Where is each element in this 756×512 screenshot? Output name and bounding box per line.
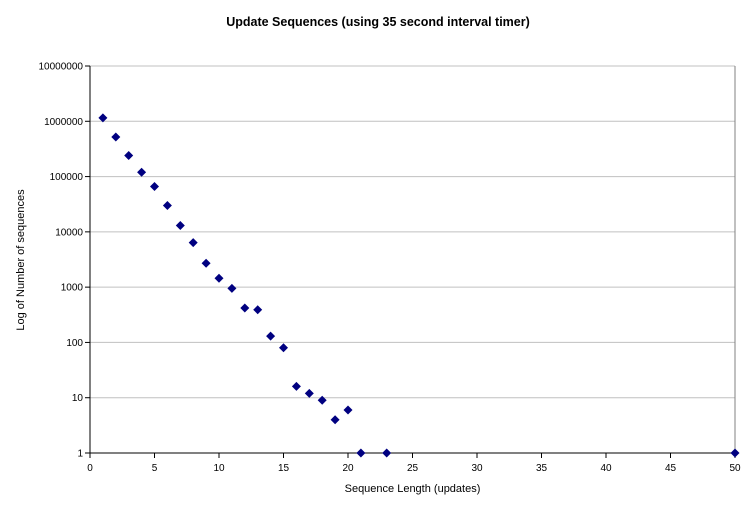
y-axis-title: Log of Number of sequences	[15, 189, 27, 331]
data-point	[343, 405, 353, 415]
data-point	[317, 395, 327, 405]
data-point	[291, 381, 301, 391]
x-tick-label: 0	[87, 463, 93, 474]
x-tick-label: 10	[213, 463, 225, 474]
data-point	[266, 331, 276, 341]
x-tick-label: 45	[665, 463, 677, 474]
y-tick-label: 1000	[61, 283, 84, 294]
data-point	[253, 305, 263, 315]
data-point	[201, 258, 211, 268]
x-tick-label: 20	[342, 463, 354, 474]
chart-title: Update Sequences (using 35 second interv…	[226, 15, 530, 29]
x-tick-label: 25	[407, 463, 419, 474]
data-point	[730, 448, 740, 458]
data-point	[330, 415, 340, 425]
x-tick-label: 15	[278, 463, 290, 474]
x-tick-label: 35	[536, 463, 548, 474]
data-point	[227, 283, 237, 293]
y-tick-label: 1	[77, 449, 83, 460]
data-point	[137, 167, 147, 177]
data-point	[150, 182, 159, 192]
data-point	[162, 200, 172, 210]
data-point	[304, 388, 314, 398]
x-tick-label: 30	[471, 463, 483, 474]
x-tick-label: 5	[152, 463, 158, 474]
y-tick-label: 100000	[50, 172, 84, 183]
data-point	[240, 303, 250, 313]
data-point	[214, 273, 224, 283]
data-point	[175, 221, 185, 231]
x-axis-title: Sequence Length (updates)	[344, 483, 481, 495]
x-tick-label: 50	[729, 463, 741, 474]
data-point	[124, 151, 134, 161]
y-tick-label: 100	[66, 338, 83, 349]
y-tick-label: 10000000	[39, 62, 84, 73]
data-point	[98, 113, 108, 123]
y-tick-label: 10	[72, 393, 84, 404]
data-point	[356, 448, 366, 458]
x-tick-label: 40	[600, 463, 612, 474]
y-tick-label: 10000	[55, 227, 83, 238]
data-point	[279, 343, 288, 353]
data-point	[382, 448, 392, 458]
y-tick-label: 1000000	[44, 117, 83, 128]
data-point	[188, 238, 198, 248]
data-point	[111, 132, 121, 142]
